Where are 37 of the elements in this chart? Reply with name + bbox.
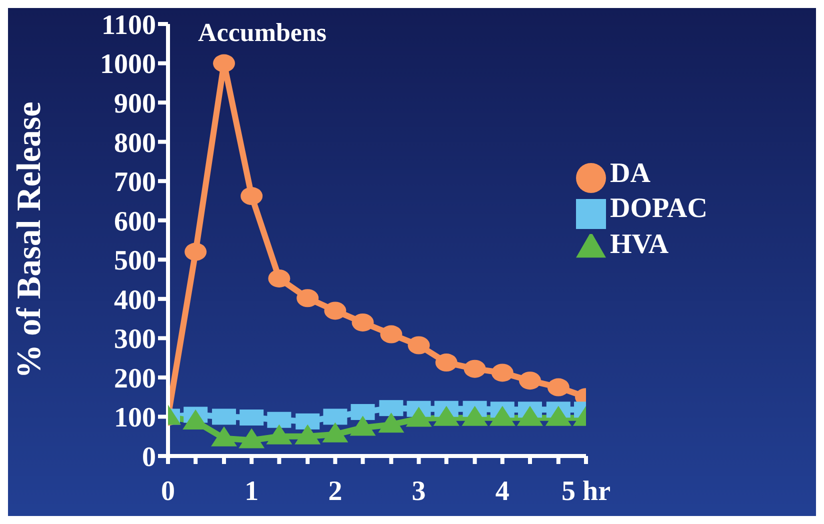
x-tick-label: 4 [495,476,510,507]
x-tick-label: 3 [412,476,426,507]
point [547,378,570,396]
y-tick-label: 1000 [100,49,156,80]
y-tick-label: 900 [114,88,156,120]
y-tick-label: 800 [114,128,156,159]
y-axis-title: % of Basal Release [11,102,48,378]
point [435,354,458,372]
point [184,242,207,261]
y-tick-label: 1100 [102,10,156,41]
point [518,372,541,390]
y-tick-label: 600 [114,206,156,238]
point [408,336,430,354]
x-tick-label: 0 [161,476,175,507]
point [491,364,514,382]
annotation: Accumbens [198,18,327,48]
legend-label: DOPAC [610,193,708,224]
y-tick-label: 0 [142,442,156,473]
point [464,360,486,378]
point [268,269,290,288]
point [352,313,374,332]
x-tick-label: 1 [244,476,259,507]
x-tick-label: 5 hr [562,476,610,507]
point [213,54,236,72]
legend-label: DA [610,158,650,189]
y-tick-label: 500 [114,246,156,277]
point [296,289,319,308]
y-tick-label: 100 [114,402,156,434]
point [380,325,402,344]
point [240,187,263,206]
y-tick-label: 200 [114,363,156,394]
y-tick-label: 700 [114,167,156,198]
legend-label: HVA [610,228,669,260]
y-tick-label: 400 [114,284,156,316]
y-tick-label: 300 [114,324,156,356]
x-tick-label: 2 [328,476,342,507]
point [324,302,346,320]
